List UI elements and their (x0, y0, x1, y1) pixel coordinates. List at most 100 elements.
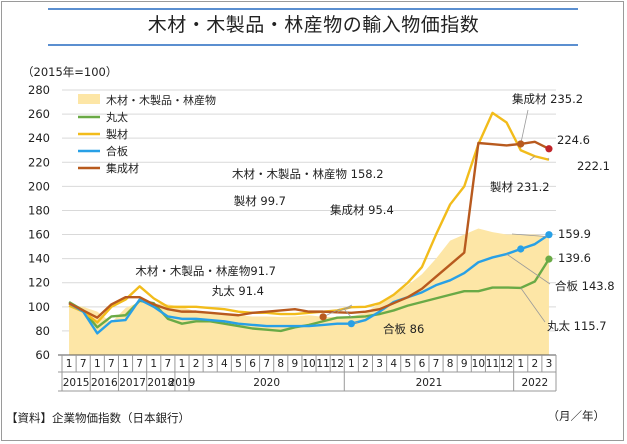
line-series-4 (68, 140, 550, 319)
x-tick-label: 12 (500, 358, 513, 370)
x-tick-label: 3 (546, 358, 553, 370)
x-tick-label: 7 (433, 358, 440, 370)
x-tick-label: 10 (302, 358, 315, 370)
x-tick-label: 11 (316, 358, 329, 370)
annotation-label: 丸太 91.4 (212, 284, 264, 298)
annotation-leader (547, 157, 550, 160)
y-tick-label: 60 (35, 348, 50, 362)
annotation-label: 合板 86 (383, 322, 424, 336)
x-tick-label: 10 (472, 358, 485, 370)
chart-title: 木材・木製品・林産物の輸入物価指数 (147, 14, 480, 36)
data-point-marker (545, 231, 553, 239)
x-tick-label: 1 (517, 358, 524, 370)
x-tick-label: 6 (249, 358, 256, 370)
title-rule-bottom (48, 44, 578, 46)
legend-label: 丸太 (106, 111, 128, 124)
unit-note: （2015年=100） (22, 65, 118, 79)
legend-label: 木材・木製品・林産物 (106, 93, 216, 107)
x-year-label: 2020 (253, 377, 280, 389)
x-year-label: 2021 (416, 377, 443, 389)
x-tick-label: 9 (461, 358, 468, 370)
y-tick-label: 140 (28, 252, 50, 266)
annotation-leader (511, 233, 549, 238)
x-tick-label: 8 (447, 358, 454, 370)
source-note: 【資料】企業物価指数（日本銀行） (6, 411, 190, 425)
x-tick-label: 3 (376, 358, 383, 370)
annotation-label: 139.6 (558, 251, 591, 265)
legend-label: 集成材 (106, 161, 139, 175)
x-tick-label: 7 (165, 358, 172, 370)
y-tick-label: 100 (28, 300, 50, 314)
x-year-label: 2015 (63, 377, 90, 389)
line-series-2 (68, 111, 550, 324)
annotation-leader (520, 287, 546, 323)
legend-label: 製材 (106, 127, 128, 141)
annotation-label: 合板 143.8 (555, 279, 615, 293)
x-tick-label: 9 (292, 358, 299, 370)
x-tick-label: 7 (136, 358, 143, 370)
data-point-marker (545, 145, 553, 153)
x-tick-label: 1 (179, 358, 186, 370)
y-tick-label: 160 (28, 228, 50, 242)
annotation-leader (520, 109, 529, 145)
annotation-label: 222.1 (577, 159, 610, 173)
x-tick-label: 4 (390, 358, 397, 370)
x-tick-label: 11 (486, 358, 499, 370)
y-tick-label: 180 (28, 203, 50, 217)
legend-label: 合板 (106, 144, 128, 158)
data-point-marker (319, 313, 327, 321)
x-year-label: 2019 (169, 377, 196, 389)
x-year-label: 2016 (91, 377, 118, 389)
annotation-label: 集成材 235.2 (512, 92, 583, 106)
annotation-label: 木材・木製品・林産物91.7 (135, 264, 276, 278)
legend-swatch (78, 94, 100, 104)
annotation-label: 製材 99.7 (234, 194, 286, 208)
annotation-leader (343, 308, 352, 318)
annotation-label: 木材・木製品・林産物 158.2 (232, 167, 384, 181)
x-tick-label: 1 (150, 358, 157, 370)
y-tick-label: 260 (28, 107, 50, 121)
annotation-label: 丸太 115.7 (547, 319, 607, 333)
x-tick-label: 7 (263, 358, 270, 370)
y-tick-label: 240 (28, 131, 50, 145)
x-tick-label: 7 (108, 358, 115, 370)
annotation-label: 製材 231.2 (490, 180, 550, 194)
x-year-label: 2018 (147, 377, 174, 389)
x-tick-label: 2 (193, 358, 200, 370)
x-tick-label: 5 (404, 358, 411, 370)
title-rule-top (48, 8, 578, 10)
x-tick-label: 2 (531, 358, 538, 370)
x-tick-label: 4 (221, 358, 228, 370)
y-tick-label: 80 (35, 324, 50, 338)
data-point-marker (517, 245, 525, 253)
x-tick-label: 3 (207, 358, 214, 370)
x-tick-label: 2 (362, 358, 369, 370)
data-point-marker (347, 320, 355, 328)
annotation-leader (337, 304, 353, 313)
data-point-marker (517, 140, 525, 148)
annotation-label: 159.9 (558, 227, 591, 241)
x-tick-label: 1 (66, 358, 73, 370)
x-year-label: 2022 (521, 377, 548, 389)
x-tick-label: 12 (331, 358, 344, 370)
y-tick-label: 120 (28, 276, 50, 290)
line-series-3 (68, 233, 550, 335)
x-tick-label: 8 (277, 358, 284, 370)
data-point-marker (545, 255, 553, 263)
axis-unit-note: （月／年） (547, 409, 606, 423)
annotation-leader (529, 155, 536, 161)
x-year-label: 2017 (119, 377, 146, 389)
y-tick-label: 200 (28, 179, 50, 193)
x-tick-label: 1 (94, 358, 101, 370)
annotation-label: 集成材 95.4 (330, 203, 394, 217)
y-tick-label: 280 (28, 83, 50, 97)
x-tick-label: 5 (235, 358, 242, 370)
x-tick-label: 1 (348, 358, 355, 370)
annotation-leader (506, 253, 551, 285)
annotation-label: 224.6 (557, 133, 590, 147)
annotation-leader (345, 306, 352, 310)
x-tick-label: 1 (122, 358, 129, 370)
x-tick-label: 7 (80, 358, 87, 370)
y-tick-label: 220 (28, 155, 50, 169)
